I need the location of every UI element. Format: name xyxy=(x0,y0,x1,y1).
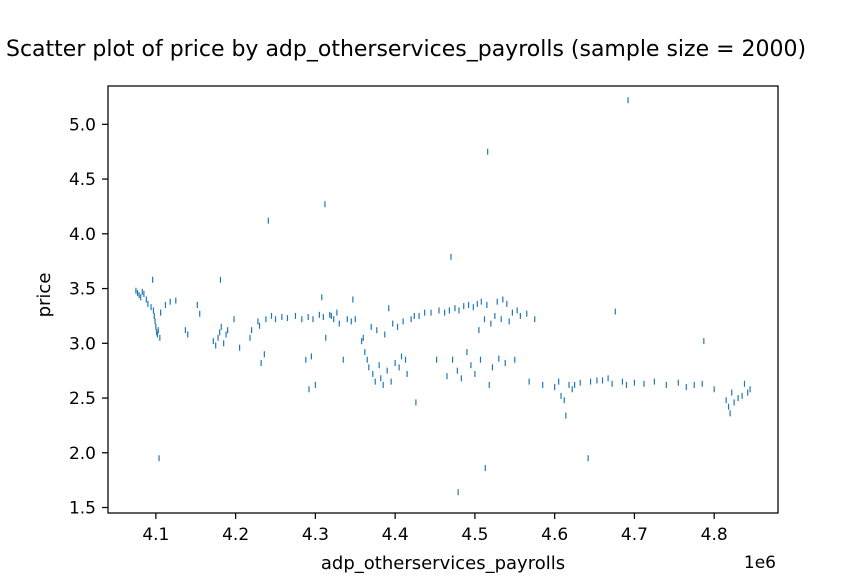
x-tick-label: 4.1 xyxy=(142,525,169,545)
y-axis-label: price xyxy=(34,273,55,318)
x-tick-label: 4.6 xyxy=(541,525,568,545)
y-tick-label: 2.0 xyxy=(69,444,96,464)
x-tick-label: 4.8 xyxy=(701,525,728,545)
y-tick-label: 3.5 xyxy=(69,280,96,300)
x-axis-scale-label: 1e6 xyxy=(744,553,776,573)
x-axis-label: adp_otherservices_payrolls xyxy=(321,553,565,574)
x-tick-label: 4.4 xyxy=(382,525,409,545)
chart-title: Scatter plot of price by adp_otherservic… xyxy=(6,37,806,62)
y-tick-label: 1.5 xyxy=(69,499,96,519)
y-tick-label: 3.0 xyxy=(69,334,96,354)
x-axis-ticks: 4.1 4.2 4.3 4.4 4.5 4.6 4.7 4.8 xyxy=(142,513,728,545)
y-tick-label: 2.5 xyxy=(69,389,96,409)
scatter-points xyxy=(135,97,751,496)
y-tick-label: 5.0 xyxy=(69,115,96,135)
plot-area-frame xyxy=(107,85,779,514)
x-tick-label: 4.3 xyxy=(302,525,329,545)
y-axis-ticks: 1.5 2.0 2.5 3.0 3.5 4.0 4.5 5.0 xyxy=(69,115,108,519)
x-tick-label: 4.2 xyxy=(222,525,249,545)
x-tick-label: 4.7 xyxy=(621,525,648,545)
y-tick-label: 4.5 xyxy=(69,170,96,190)
x-tick-label: 4.5 xyxy=(461,525,488,545)
y-tick-label: 4.0 xyxy=(69,225,96,245)
